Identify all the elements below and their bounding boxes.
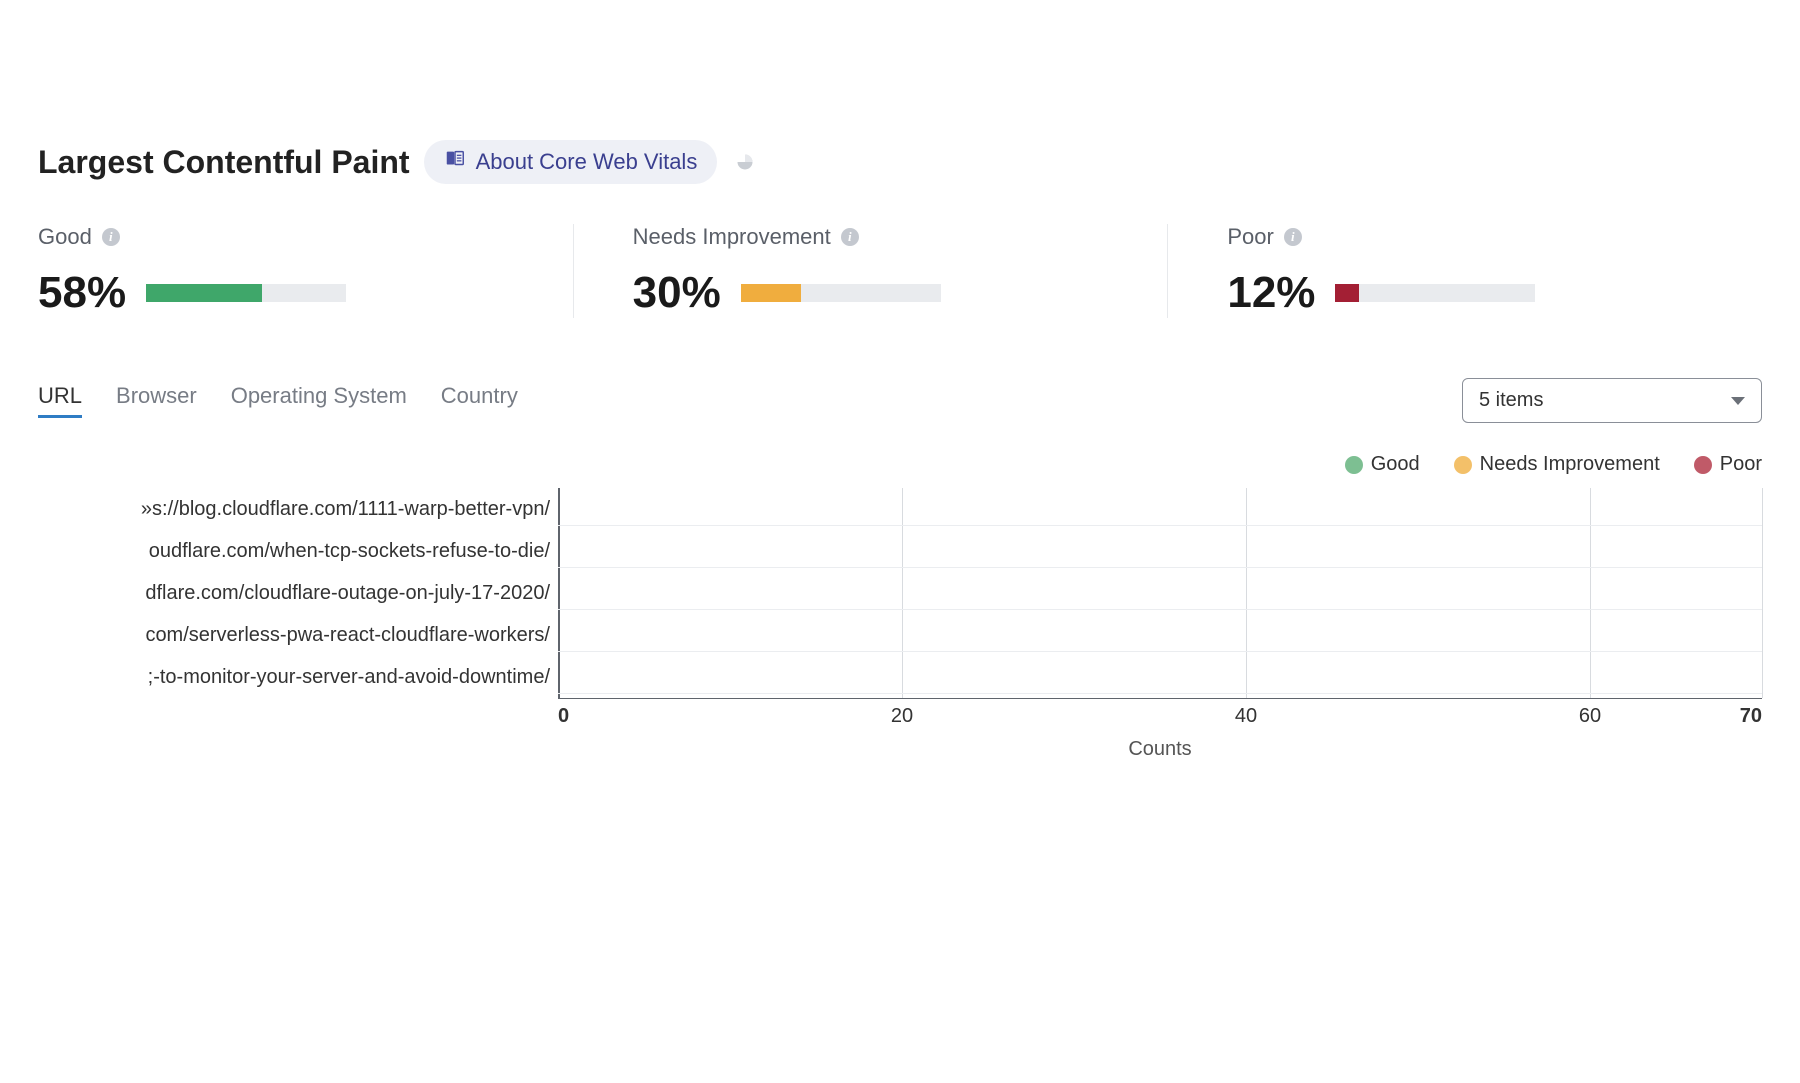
gridline	[1246, 488, 1247, 698]
card-progress-bar	[146, 284, 346, 302]
legend-dot-icon	[1345, 456, 1363, 474]
book-icon	[444, 148, 466, 176]
about-core-web-vitals-link[interactable]: About Core Web Vitals	[424, 140, 718, 184]
chart-legend: Good Needs Improvement Poor	[38, 453, 1762, 476]
page-title: Largest Contentful Paint	[38, 144, 410, 181]
tabs-row: URL Browser Operating System Country 5 item…	[38, 378, 1762, 423]
about-link-label: About Core Web Vitals	[476, 149, 698, 175]
chart-y-labels: »s://blog.cloudflare.com/1111-warp-bette…	[38, 488, 558, 698]
card-value: 12%	[1227, 268, 1315, 318]
x-tick: 40	[1235, 705, 1257, 728]
chart-y-label: dflare.com/cloudflare-outage-on-july-17-…	[38, 572, 558, 614]
tab-operating-system[interactable]: Operating System	[231, 383, 407, 418]
legend-item-chart_needs: Needs Improvement	[1454, 453, 1660, 476]
legend-label: Poor	[1720, 453, 1762, 476]
chart-y-label: oudflare.com/when-tcp-sockets-refuse-to-…	[38, 530, 558, 572]
info-icon[interactable]: i	[841, 228, 859, 246]
chart-x-label: Counts	[558, 738, 1762, 761]
tab-browser[interactable]: Browser	[116, 383, 197, 418]
chart-x-axis: 0 20 40 60 70	[558, 698, 1762, 732]
card-label: Needs Improvement	[633, 224, 831, 250]
row-divider	[558, 609, 1762, 610]
card-progress-bar	[1335, 284, 1535, 302]
card-value: 58%	[38, 268, 126, 318]
legend-dot-icon	[1694, 456, 1712, 474]
score-cards: Good i 58% Needs Improvement i 30% Poor …	[38, 224, 1762, 318]
chart-y-label: ;-to-monitor-your-server-and-avoid-downt…	[38, 656, 558, 698]
chart-plot	[558, 488, 1762, 698]
chart-y-label: »s://blog.cloudflare.com/1111-warp-bette…	[38, 488, 558, 530]
score-card-needs: Needs Improvement i 30%	[573, 224, 1168, 318]
pie-chart-toggle-icon[interactable]	[731, 148, 759, 176]
score-card-good: Good i 58%	[38, 224, 573, 318]
x-tick: 70	[1740, 705, 1762, 728]
chart-y-label: com/serverless-pwa-react-cloudflare-work…	[38, 614, 558, 656]
tabs: URL Browser Operating System Country	[38, 383, 518, 418]
card-label: Poor	[1227, 224, 1273, 250]
card-value: 30%	[633, 268, 721, 318]
x-tick: 60	[1579, 705, 1601, 728]
legend-label: Needs Improvement	[1480, 453, 1660, 476]
legend-dot-icon	[1454, 456, 1472, 474]
chevron-down-icon	[1731, 397, 1745, 405]
gridline	[1590, 488, 1591, 698]
card-progress-bar	[741, 284, 941, 302]
gridline	[1762, 488, 1763, 698]
legend-item-chart_good: Good	[1345, 453, 1420, 476]
items-count-select[interactable]: 5 items	[1462, 378, 1762, 423]
row-divider	[558, 567, 1762, 568]
x-tick: 20	[891, 705, 913, 728]
row-divider	[558, 525, 1762, 526]
header: Largest Contentful Paint About Core Web …	[38, 140, 1762, 184]
row-divider	[558, 693, 1762, 694]
info-icon[interactable]: i	[102, 228, 120, 246]
gridline	[902, 488, 903, 698]
x-tick: 0	[558, 705, 569, 728]
row-divider	[558, 651, 1762, 652]
tab-url[interactable]: URL	[38, 383, 82, 418]
info-icon[interactable]: i	[1284, 228, 1302, 246]
legend-item-chart_poor: Poor	[1694, 453, 1762, 476]
score-card-poor: Poor i 12%	[1167, 224, 1762, 318]
legend-label: Good	[1371, 453, 1420, 476]
tab-country[interactable]: Country	[441, 383, 518, 418]
card-label: Good	[38, 224, 92, 250]
chart: »s://blog.cloudflare.com/1111-warp-bette…	[38, 488, 1762, 698]
gridline	[558, 488, 560, 698]
items-count-label: 5 items	[1479, 389, 1543, 412]
